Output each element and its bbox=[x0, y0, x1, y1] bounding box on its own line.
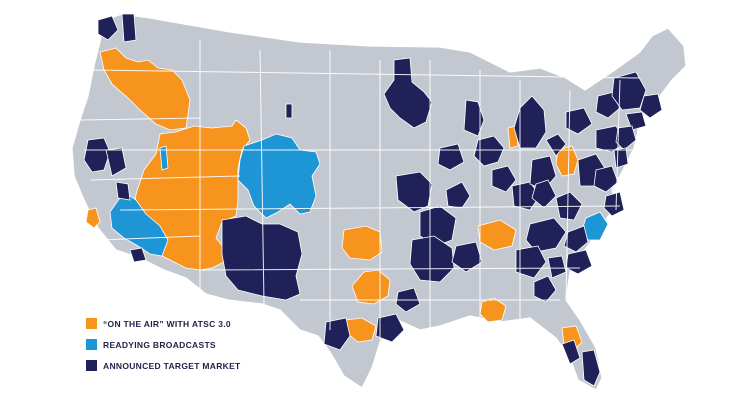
legend-item-on-air: “ON THE AIR” WITH ATSC 3.0 bbox=[86, 314, 241, 333]
market-navy-michigan bbox=[513, 95, 547, 149]
market-navy-montana-dot bbox=[285, 103, 293, 119]
map-legend: “ON THE AIR” WITH ATSC 3.0 READYING BROA… bbox=[86, 314, 241, 377]
market-navy-ohio-2 bbox=[531, 179, 557, 209]
market-navy-hartford bbox=[625, 111, 647, 131]
legend-swatch-announced bbox=[86, 360, 97, 371]
market-blue-california bbox=[109, 191, 169, 257]
market-navy-stl bbox=[445, 181, 471, 209]
market-navy-nor-cal bbox=[83, 137, 111, 173]
market-navy-fresno bbox=[115, 181, 131, 201]
market-navy-buffalo bbox=[565, 107, 593, 135]
legend-item-readying: READYING BROADCASTS bbox=[86, 335, 241, 354]
market-navy-philly bbox=[613, 147, 629, 169]
market-navy-indy bbox=[491, 165, 517, 193]
market-orange-ohio bbox=[555, 145, 579, 177]
market-boundaries bbox=[79, 40, 641, 340]
market-navy-georgia bbox=[547, 255, 567, 279]
legend-label-announced: ANNOUNCED TARGET MARKET bbox=[103, 360, 241, 371]
market-navy-san-diego bbox=[129, 247, 147, 263]
market-navy-virginia bbox=[563, 225, 589, 253]
market-navy-missouri bbox=[395, 171, 433, 213]
market-navy-arkansas bbox=[409, 235, 455, 283]
market-navy-seattle bbox=[97, 15, 119, 41]
market-navy-atlanta bbox=[533, 275, 557, 303]
announced-markets bbox=[83, 13, 663, 387]
market-navy-texas-east bbox=[375, 313, 405, 343]
market-navy-kentucky bbox=[525, 217, 567, 253]
market-orange-oklahoma bbox=[341, 225, 383, 261]
market-navy-dakota bbox=[383, 57, 433, 129]
legend-swatch-on-air bbox=[86, 318, 97, 329]
market-navy-boston bbox=[639, 93, 663, 119]
market-navy-memphis bbox=[451, 241, 483, 273]
market-navy-louisville bbox=[511, 181, 541, 211]
market-orange-pacific-nw bbox=[99, 47, 191, 131]
market-navy-dc bbox=[593, 165, 619, 193]
market-navy-vt-nh bbox=[611, 71, 647, 111]
market-navy-nyc bbox=[615, 125, 637, 151]
legend-label-readying: READYING BROADCASTS bbox=[103, 339, 216, 350]
readying-markets bbox=[109, 133, 609, 257]
legend-item-announced: ANNOUNCED TARGET MARKET bbox=[86, 356, 241, 375]
market-navy-kc-region bbox=[419, 205, 457, 247]
market-navy-chicago bbox=[473, 135, 505, 167]
market-navy-new-mexico bbox=[221, 215, 303, 301]
market-navy-tampa bbox=[561, 339, 581, 365]
market-navy-detroit bbox=[545, 133, 567, 157]
market-navy-spokane bbox=[121, 13, 137, 43]
legend-label-on-air: “ON THE AIR” WITH ATSC 3.0 bbox=[103, 318, 231, 329]
market-navy-nor-cal-2 bbox=[105, 147, 127, 177]
market-blue-colorado bbox=[237, 133, 321, 219]
market-navy-miami bbox=[581, 349, 601, 387]
market-navy-midwest-2 bbox=[463, 99, 485, 137]
legend-swatch-readying bbox=[86, 339, 97, 350]
market-blue-utah-strip bbox=[159, 145, 169, 171]
market-navy-ohio-valley bbox=[529, 155, 557, 191]
market-orange-socal bbox=[85, 207, 101, 229]
